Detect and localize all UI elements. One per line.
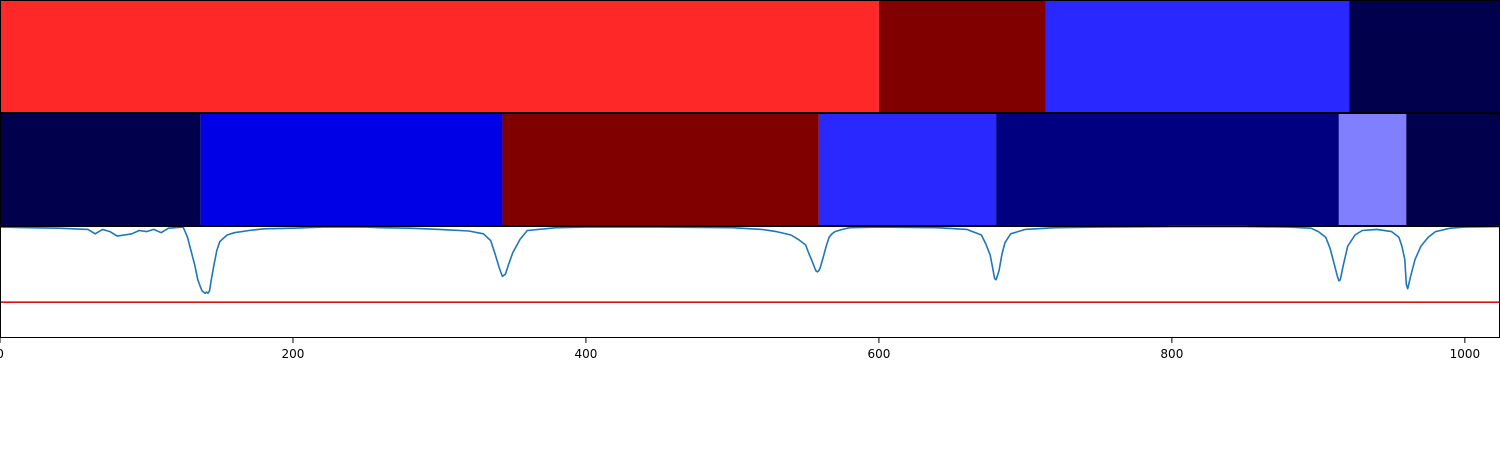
track-2-segment-4 <box>818 113 997 226</box>
track-1-segment-2 <box>878 0 1046 113</box>
x-tick-label-6: 1000 <box>1450 347 1481 361</box>
track-1-segment-1 <box>0 0 879 113</box>
track-2-segment-2 <box>200 113 503 226</box>
track-3-frame <box>0 226 1500 338</box>
x-tick-label-4: 600 <box>867 347 890 361</box>
track-1-segment-3 <box>1045 0 1350 113</box>
track-2-segment-1 <box>0 113 201 226</box>
x-tick-label-5: 800 <box>1160 347 1183 361</box>
x-tick-label-2: 200 <box>282 347 305 361</box>
track-2-segment-5 <box>996 113 1339 226</box>
x-tick-label-1: 0 <box>0 347 4 361</box>
x-tick-label-3: 400 <box>574 347 597 361</box>
line-series-1 <box>0 225 1500 295</box>
track-2-segment-7 <box>1406 113 1500 226</box>
track-2-segment-3 <box>502 113 819 226</box>
track-1-segment-4 <box>1349 0 1500 113</box>
track-2-segment-6 <box>1338 113 1407 226</box>
